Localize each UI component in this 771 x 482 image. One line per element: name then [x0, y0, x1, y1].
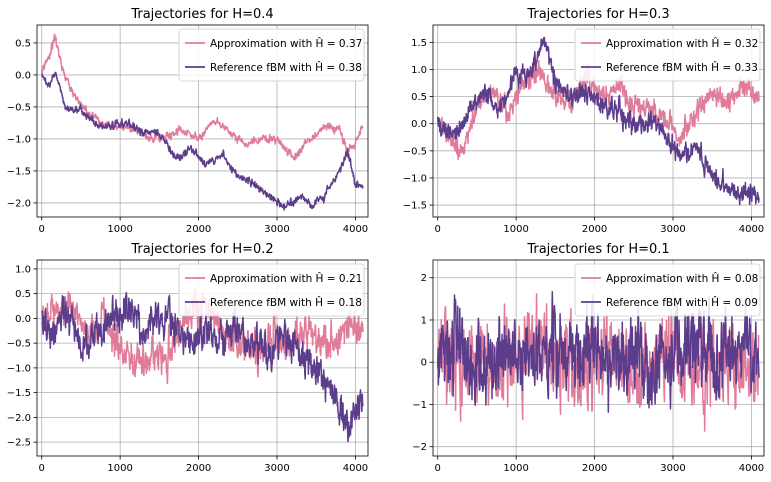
- x-tick-label: 0: [435, 463, 441, 474]
- x-tick-label: 0: [39, 463, 45, 474]
- subplot-3: 0 1000 2000 3000 4000 −2.5 −2.0 −1.5 −1.0 −0.5 0.0…: [7, 242, 369, 474]
- y-tick-label: 1: [421, 315, 427, 326]
- legend-entry: Reference fBM with Ĥ = 0.09: [606, 296, 758, 309]
- y-tick-label: 0.5: [15, 38, 31, 49]
- y-tick-label: −2.5: [7, 438, 31, 449]
- x-tick-label: 2000: [186, 463, 211, 474]
- legend-entry: Approximation with Ĥ = 0.08: [606, 272, 758, 285]
- series-line-approximation: [40, 33, 364, 161]
- legend-box: [178, 263, 365, 317]
- y-tick-label: 0: [421, 358, 427, 369]
- y-tick-label: 2: [421, 273, 427, 284]
- subplot-title: Trajectories for H=0.1: [526, 242, 669, 257]
- x-tick-label: 3000: [660, 463, 685, 474]
- x-tick-label: 4000: [739, 224, 764, 235]
- legend-entry: Approximation with Ĥ = 0.37: [210, 37, 362, 50]
- y-tick-label: 0.5: [15, 289, 31, 300]
- y-tick-label: −1.5: [7, 388, 31, 399]
- y-tick-label: −1.0: [7, 363, 31, 374]
- y-tick-label: −1.0: [403, 173, 427, 184]
- series-lines: [436, 290, 760, 432]
- y-tick-label: −1.0: [7, 134, 31, 145]
- y-tick-label: −1: [412, 400, 427, 411]
- x-tick-label: 3000: [660, 224, 685, 235]
- series-line-reference: [436, 36, 760, 206]
- legend-entry: Reference fBM with Ĥ = 0.18: [210, 296, 362, 309]
- axes-frame: [432, 24, 765, 218]
- legend-box: [574, 28, 761, 82]
- series-line-reference: [436, 290, 760, 413]
- legend-entry: Reference fBM with Ĥ = 0.33: [606, 61, 758, 74]
- series-line-reference: [41, 71, 364, 211]
- y-tick-label: −1.5: [403, 201, 427, 212]
- y-tick-label: −2: [412, 442, 427, 453]
- y-tick-label: −1.5: [7, 166, 31, 177]
- legend-entry: Approximation with Ĥ = 0.32: [606, 37, 758, 50]
- x-tick-label: 2000: [582, 463, 607, 474]
- y-tick-label: −0.5: [403, 146, 427, 157]
- series-line-reference: [41, 291, 364, 443]
- subplot-2: 0 1000 2000 3000 4000 −1.5 −1.0 −0.5 0.0 0.5 1.0 1.…: [403, 7, 765, 235]
- x-tick-label: 1000: [503, 224, 528, 235]
- x-tick-label: 0: [435, 224, 441, 235]
- y-tick-label: 0.0: [15, 70, 31, 81]
- x-tick-label: 1000: [107, 224, 132, 235]
- legend-box: [574, 263, 761, 317]
- y-tick-label: 1.5: [411, 38, 427, 49]
- subplot-title: Trajectories for H=0.2: [130, 242, 273, 257]
- y-tick-label: −0.5: [7, 102, 31, 113]
- x-tick-label: 1000: [503, 463, 528, 474]
- subplot-1: 0 1000 2000 3000 4000 −2.0 −1.5 −1.0 −0.5 0.0 0.5 T…: [7, 7, 369, 235]
- series-lines: [436, 36, 760, 206]
- legend: Approximation with Ĥ = 0.32 Reference fBM…: [574, 28, 761, 82]
- x-tick-label: 4000: [739, 463, 764, 474]
- legend: Approximation with Ĥ = 0.08 Reference fBM…: [574, 263, 761, 317]
- x-tick-label: 3000: [264, 463, 289, 474]
- x-tick-label: 4000: [343, 463, 368, 474]
- x-tick-label: 2000: [186, 224, 211, 235]
- legend-entry: Approximation with Ĥ = 0.21: [210, 272, 362, 285]
- y-tick-label: −0.5: [7, 339, 31, 350]
- y-tick-label: 1.0: [411, 65, 427, 76]
- subplot-title: Trajectories for H=0.4: [130, 7, 273, 22]
- y-tick-label: 0.0: [411, 119, 427, 130]
- y-tick-label: 0.0: [15, 314, 31, 325]
- legend-box: [178, 28, 365, 82]
- x-tick-label: 3000: [264, 224, 289, 235]
- axes-frame: [36, 259, 369, 457]
- x-tick-label: 1000: [107, 463, 132, 474]
- y-tick-label: −2.0: [7, 198, 31, 209]
- x-tick-label: 2000: [582, 224, 607, 235]
- series-lines: [40, 33, 364, 211]
- y-tick-label: 0.5: [411, 92, 427, 103]
- axes-frame: [36, 24, 369, 218]
- legend-entry: Reference fBM with Ĥ = 0.38: [210, 61, 362, 74]
- legend: Approximation with Ĥ = 0.37 Reference fBM…: [178, 28, 365, 82]
- subplot-4: 0 1000 2000 3000 4000 −2 −1 0 1 2 Trajectories for…: [412, 242, 765, 474]
- x-tick-label: 0: [39, 224, 45, 235]
- y-tick-label: 1.0: [15, 264, 31, 275]
- y-tick-label: −2.0: [7, 413, 31, 424]
- x-tick-label: 4000: [343, 224, 368, 235]
- legend: Approximation with Ĥ = 0.21 Reference fBM…: [178, 263, 365, 317]
- subplot-title: Trajectories for H=0.3: [526, 7, 669, 22]
- axes-frame: [432, 259, 765, 457]
